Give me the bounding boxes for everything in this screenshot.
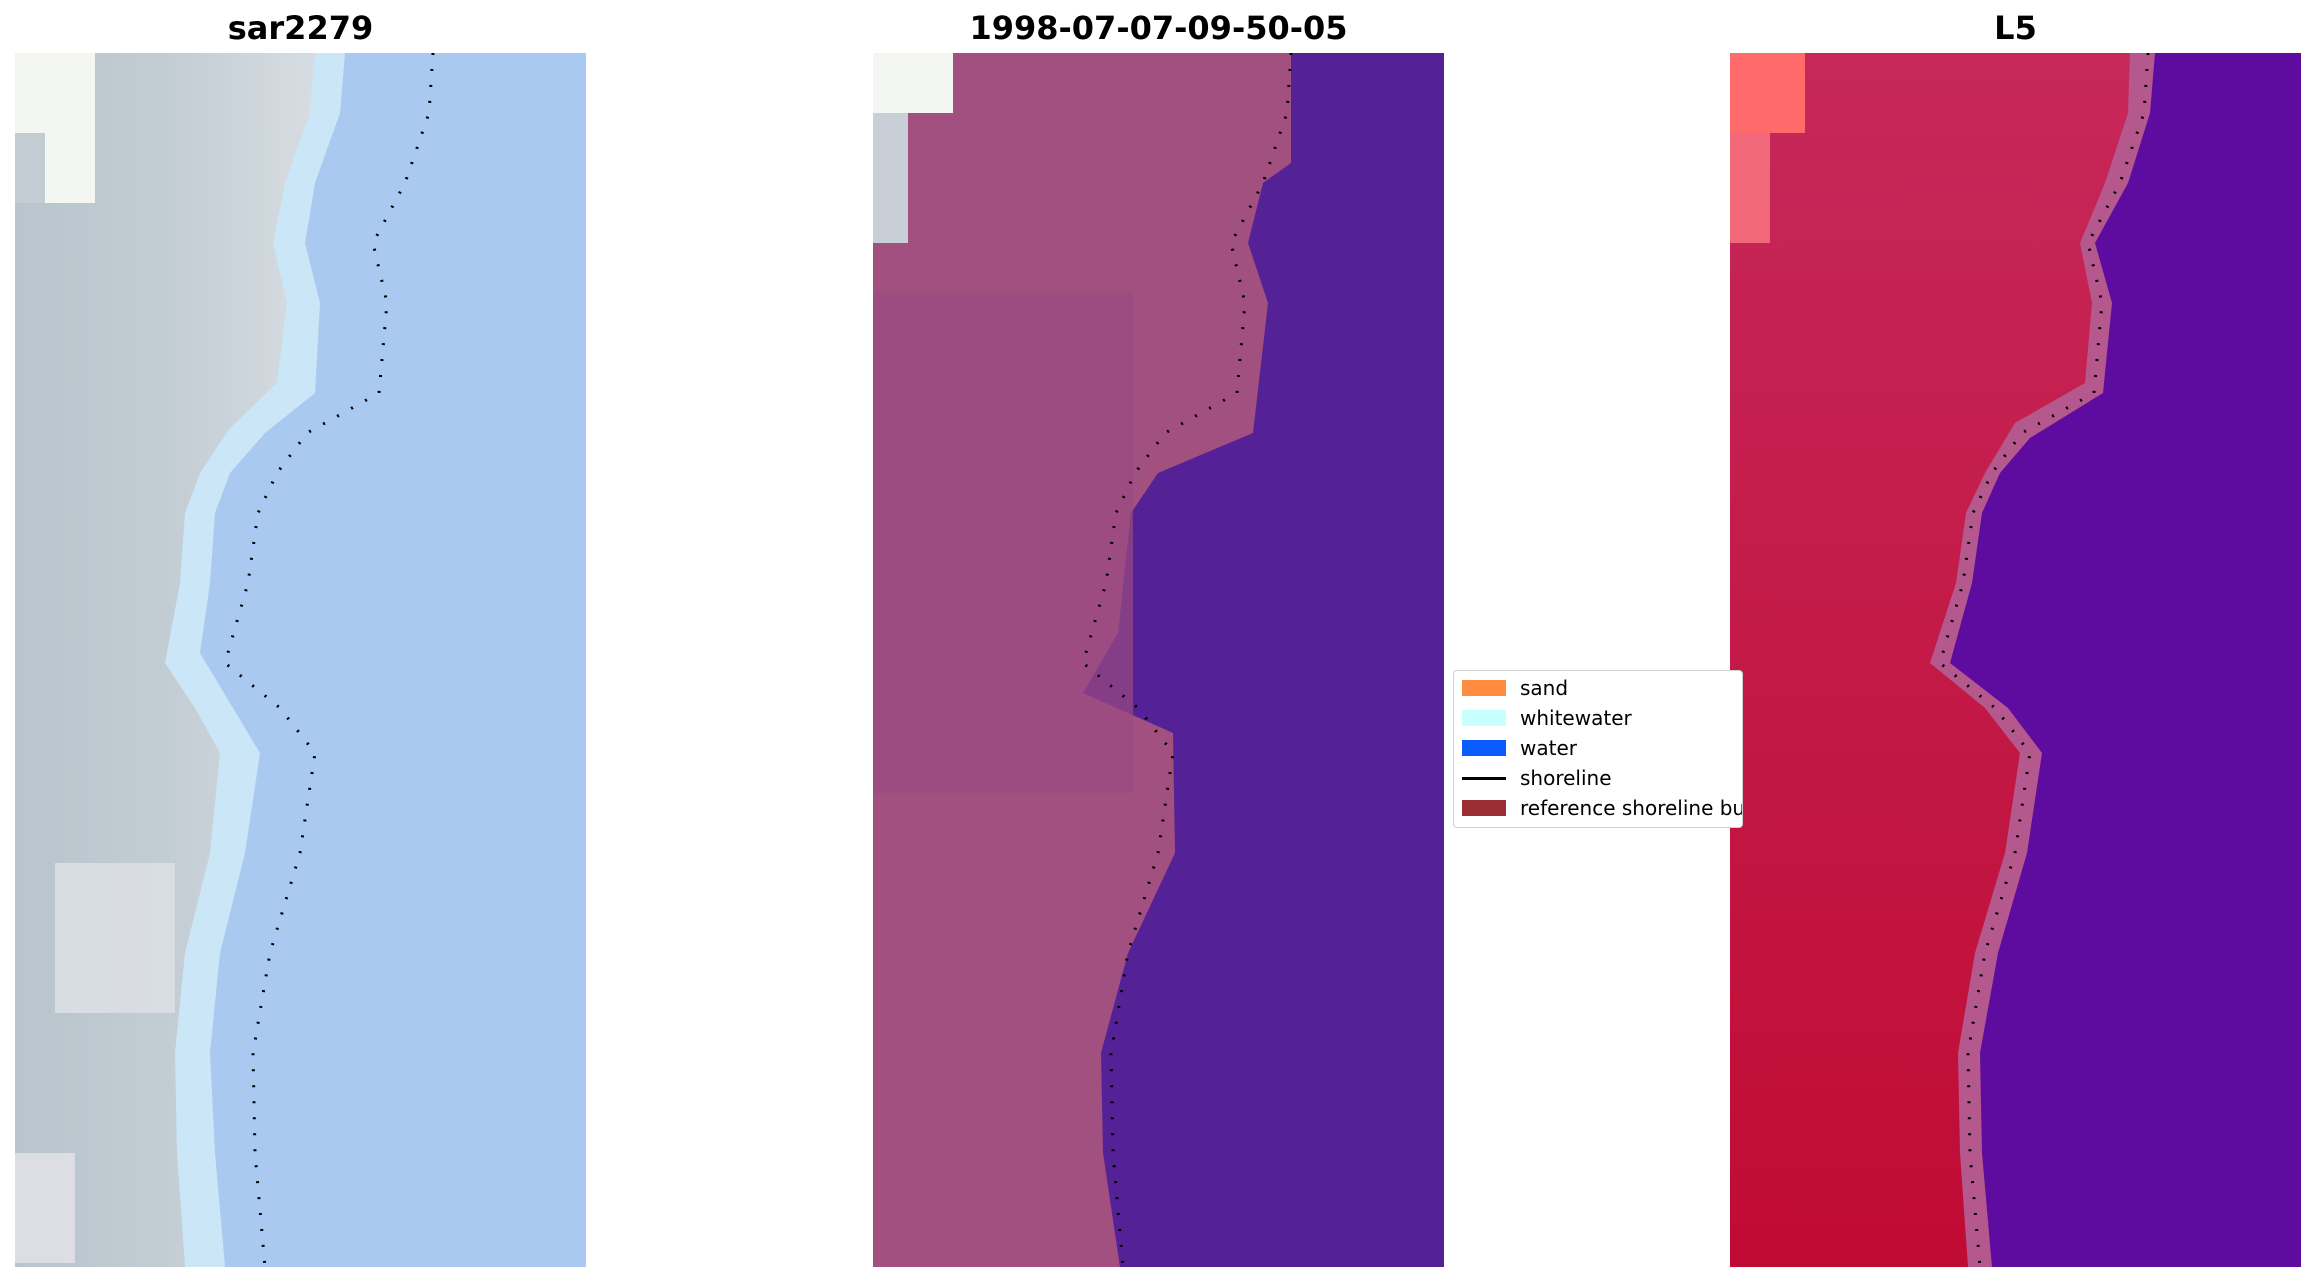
- rgb-image-panel: [15, 53, 586, 1267]
- classified-image-panel: [873, 53, 1444, 1267]
- index-image-panel: [1730, 53, 2301, 1267]
- whitewater-swatch: [1462, 710, 1506, 726]
- panel-title-ndwi: L5: [1994, 9, 2037, 47]
- index-image: [1730, 53, 2301, 1267]
- legend: sand whitewater water shoreline referenc…: [1453, 670, 1743, 828]
- panel-title-rgb: sar2279: [227, 9, 374, 47]
- legend-item-sand: sand: [1462, 675, 1568, 701]
- index-land-area: [1730, 53, 2130, 1267]
- sand-swatch: [1462, 680, 1506, 696]
- shoreline-swatch: [1462, 776, 1506, 780]
- panel-title-classified: 1998-07-07-09-50-05: [969, 9, 1348, 47]
- rgb-image: [15, 53, 586, 1267]
- legend-item-reference-shoreline: reference shoreline buffer: [1462, 795, 1742, 821]
- classified-bright-patch: [873, 53, 953, 113]
- classified-image: [873, 53, 1444, 1267]
- water-swatch: [1462, 740, 1506, 756]
- legend-item-water: water: [1462, 735, 1577, 761]
- legend-item-shoreline: shoreline: [1462, 765, 1612, 791]
- reference-shoreline-swatch: [1462, 800, 1506, 816]
- legend-item-whitewater: whitewater: [1462, 705, 1632, 731]
- index-bright-patch: [1730, 53, 1805, 133]
